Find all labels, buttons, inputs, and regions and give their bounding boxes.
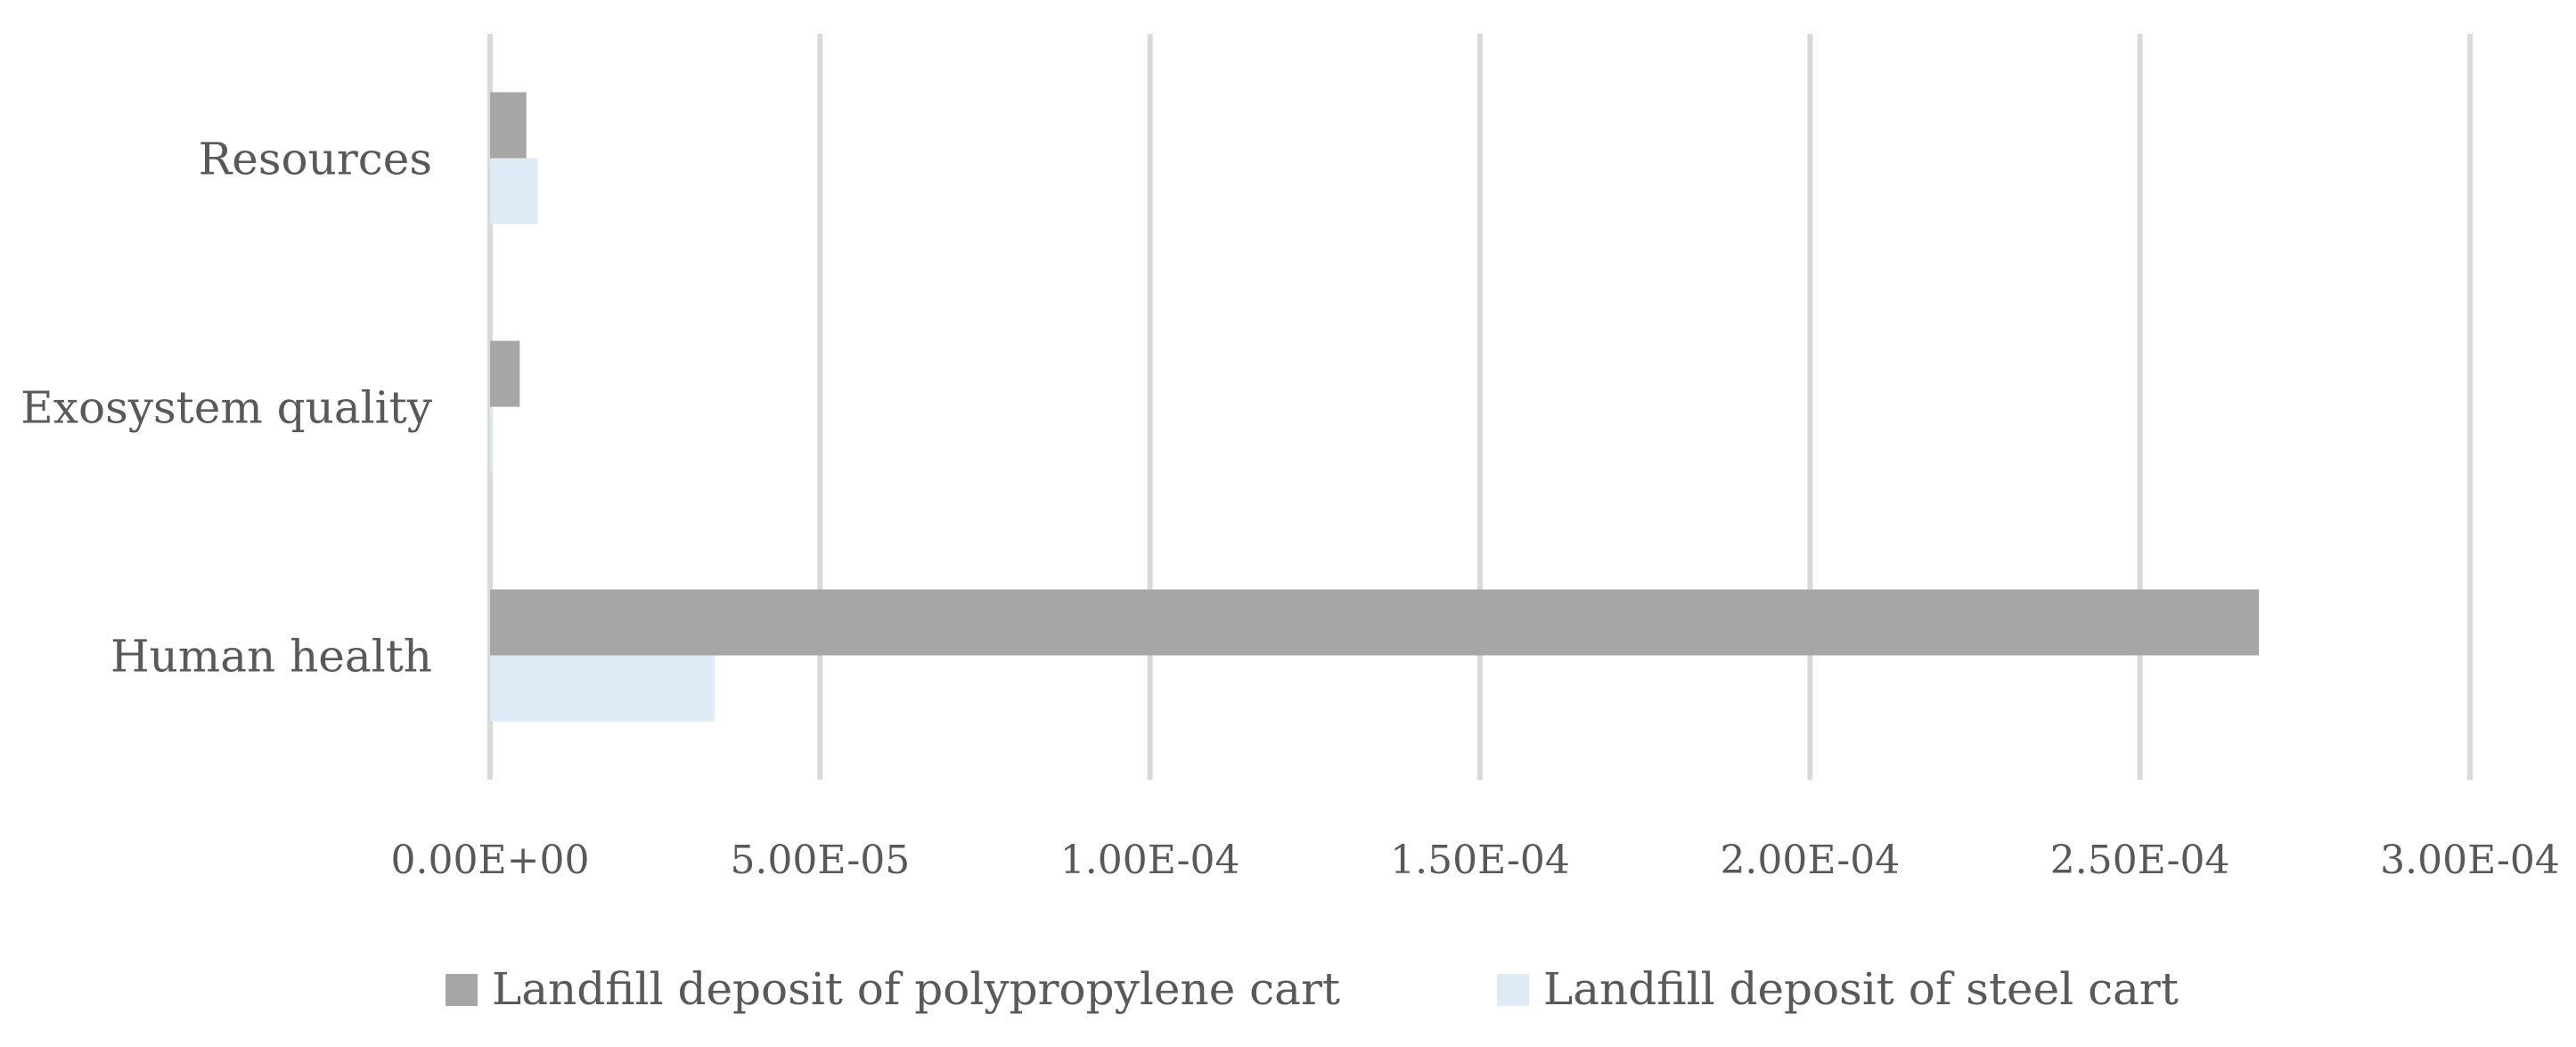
bar-series-0-0 (490, 92, 527, 159)
legend-label: Landfill deposit of steel cart (1543, 963, 2179, 1015)
legend-swatch (446, 974, 478, 1006)
x-tick-label: 5.00E-05 (730, 838, 910, 883)
legend-label: Landfill deposit of polypropylene cart (492, 963, 1340, 1015)
x-tick-label: 3.00E-04 (2380, 838, 2560, 883)
category-label: Exosystem quality (20, 382, 432, 434)
bar-series-1-0 (490, 158, 538, 225)
x-tick-label: 2.50E-04 (2050, 838, 2230, 883)
category-labels: Resources Exosystem quality Human health (20, 134, 432, 683)
legend: Landfill deposit of polypropylene cart La… (446, 963, 2179, 1015)
x-tick-label: 0.00E+00 (391, 838, 590, 883)
legend-swatch (1497, 974, 1529, 1006)
x-tick-label: 1.00E-04 (1060, 838, 1240, 883)
x-tick-label: 1.50E-04 (1390, 838, 1570, 883)
x-tick-labels: 0.00E+00 5.00E-05 1.00E-04 1.50E-04 2.00E-04… (391, 838, 2560, 883)
bars (490, 92, 2259, 722)
category-label: Resources (199, 134, 432, 185)
bar-series-0-2 (490, 589, 2259, 656)
bar-series-0-1 (490, 340, 520, 407)
bar-series-1-2 (490, 655, 715, 722)
bar-series-1-1 (490, 406, 493, 473)
category-label: Human health (110, 631, 432, 683)
x-tick-label: 2.00E-04 (1720, 838, 1900, 883)
gridlines (487, 34, 2473, 780)
